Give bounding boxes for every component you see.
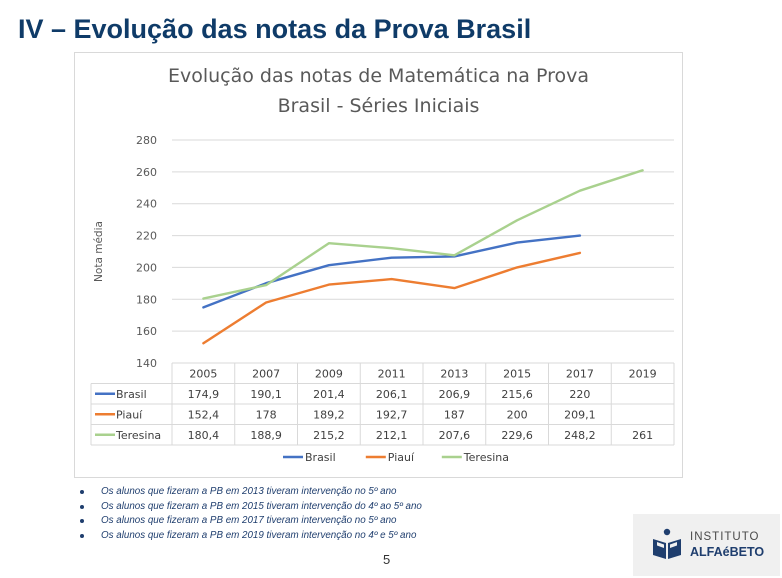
y-tick-label: 280	[136, 134, 157, 147]
y-tick-label: 200	[136, 261, 157, 274]
data-label: 220	[569, 388, 590, 401]
note-text: Os alunos que fizeram a PB em 2013 tiver…	[101, 486, 397, 497]
book-hands-icon	[653, 528, 681, 559]
x-tick-label: 2015	[503, 368, 531, 381]
data-label: 229,6	[501, 429, 533, 442]
note-text: Os alunos que fizeram a PB em 2017 tiver…	[101, 515, 397, 526]
chart-frame: Evolução das notas de Matemática na Prov…	[74, 52, 683, 478]
data-label: 178	[256, 409, 277, 422]
data-label: 206,9	[439, 388, 471, 401]
data-label: 248,2	[564, 429, 596, 442]
bullet-icon	[80, 533, 84, 538]
note-text: Os alunos que fizeram a PB em 2019 tiver…	[101, 529, 417, 541]
legend-label: Teresina	[463, 451, 509, 464]
page-number: 5	[383, 552, 391, 567]
data-label: 201,4	[313, 388, 345, 401]
data-label: 207,6	[439, 429, 471, 442]
series-line	[202, 169, 644, 300]
chart-title-line1: Evolução das notas de Matemática na Prov…	[167, 65, 589, 87]
data-label: 212,1	[376, 429, 408, 442]
data-label: 261	[632, 429, 653, 442]
y-tick-label: 140	[136, 357, 157, 370]
x-tick-label: 2019	[629, 368, 657, 381]
note-item: Os alunos que fizeram a PB em 2015 tiver…	[80, 500, 422, 515]
data-label: 180,4	[188, 429, 220, 442]
data-label: 189,2	[313, 409, 345, 422]
data-label: 190,1	[250, 388, 282, 401]
chart-title-line2: Brasil - Séries Iniciais	[277, 95, 480, 117]
table-series-name: Brasil	[116, 388, 147, 401]
notes-list: Os alunos que fizeram a PB em 2013 tiver…	[80, 485, 422, 543]
slide-title: IV – Evolução das notas da Prova Brasil	[18, 14, 532, 44]
y-tick-label: 160	[136, 325, 157, 338]
series-line	[202, 234, 582, 309]
x-tick-label: 2005	[189, 368, 217, 381]
note-item: Os alunos que fizeram a PB em 2013 tiver…	[80, 485, 422, 500]
x-tick-label: 2011	[378, 368, 406, 381]
legend-label: Piauí	[388, 451, 415, 464]
logo-text-instituto: INSTITUTO	[690, 531, 760, 543]
data-label: 188,9	[250, 429, 282, 442]
table-series-name: Piauí	[116, 409, 143, 422]
y-tick-label: 240	[136, 198, 157, 211]
series-line	[202, 251, 582, 345]
note-item: Os alunos que fizeram a PB em 2017 tiver…	[80, 514, 422, 529]
x-tick-label: 2009	[315, 368, 343, 381]
x-tick-label: 2017	[566, 368, 594, 381]
note-item: Os alunos que fizeram a PB em 2019 tiver…	[80, 529, 422, 544]
data-label: 215,2	[313, 429, 345, 442]
y-axis-label: Nota média	[93, 221, 105, 282]
table-series-name: Teresina	[115, 429, 161, 442]
bullet-icon	[80, 519, 84, 523]
data-label: 206,1	[376, 388, 408, 401]
data-label: 174,9	[188, 388, 220, 401]
note-text: Os alunos que fizeram a PB em 2015 tiver…	[101, 500, 422, 512]
data-label: 209,1	[564, 409, 596, 422]
data-label: 215,6	[501, 388, 533, 401]
x-tick-label: 2013	[440, 368, 468, 381]
bullet-icon	[80, 490, 84, 494]
logo-text-alfabeto: ALFAéBETO	[690, 545, 765, 559]
x-tick-label: 2007	[252, 368, 280, 381]
legend-label: Brasil	[305, 451, 336, 464]
chart-title: Evolução das notas de Matemática na Prov…	[75, 61, 682, 121]
data-label: 187	[444, 409, 465, 422]
y-tick-label: 180	[136, 293, 157, 306]
data-label: 192,7	[376, 409, 408, 422]
data-label: 152,4	[188, 409, 220, 422]
data-label: 200	[507, 409, 528, 422]
bullet-icon	[80, 504, 84, 509]
institute-logo: INSTITUTO ALFAéBETO	[633, 514, 780, 576]
y-tick-label: 220	[136, 230, 157, 243]
y-tick-label: 260	[136, 166, 157, 179]
line-chart: 140 160 180 200 220 240 260 280 Nota média 2005 20…	[90, 134, 675, 464]
